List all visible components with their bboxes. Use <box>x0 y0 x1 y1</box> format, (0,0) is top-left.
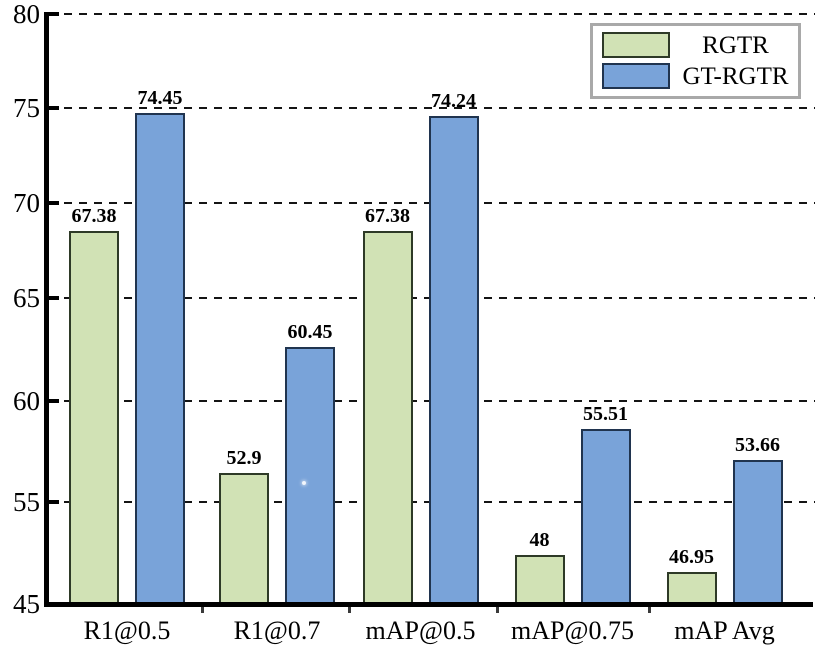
y-tick-80 <box>49 12 59 16</box>
value-label-gt-rgtr-r1-0-7: 60.45 <box>287 320 333 343</box>
x-boundary-tick-2 <box>495 607 499 613</box>
bar-rgtr-map-0-75 <box>514 554 565 607</box>
y-tick-55 <box>49 499 59 504</box>
y-tick-label-80: 80 <box>13 0 40 29</box>
bar-rgtr-r1-0-7 <box>219 472 269 607</box>
x-axis-spine <box>44 602 813 607</box>
x-boundary-tick-0 <box>201 607 204 613</box>
legend-swatch-rgtr <box>602 32 670 58</box>
y-tick-label-60: 60 <box>13 385 40 416</box>
y-tick-label-75: 75 <box>13 93 40 123</box>
bar-gt-rgtr-r1-0-7 <box>285 346 335 607</box>
legend: RGTR GT-RGTR <box>590 23 801 99</box>
legend-label-gt-rgtr: GT-RGTR <box>682 63 789 90</box>
value-label-rgtr-r1-0-7: 52.9 <box>226 446 262 469</box>
value-label-gt-rgtr-r1-0-5: 74.45 <box>137 86 183 109</box>
value-label-rgtr-map-0-5: 67.38 <box>365 204 410 227</box>
y-axis-spine <box>44 12 49 607</box>
value-label-rgtr-r1-0-5: 67.38 <box>71 204 117 227</box>
x-category-label-map-0-75: mAP@0.75 <box>511 616 634 645</box>
legend-label-rgtr: RGTR <box>702 32 769 59</box>
y-tick-60 <box>49 398 59 403</box>
legend-swatch-gt-rgtr <box>602 63 670 89</box>
legend-item-gt-rgtr: GT-RGTR <box>593 63 798 91</box>
value-label-gt-rgtr-map-avg: 53.66 <box>735 434 780 457</box>
value-label-rgtr-map-avg: 46.95 <box>669 546 714 569</box>
bar-rgtr-r1-0-5 <box>69 230 119 607</box>
value-label-rgtr-map-0-75: 48 <box>529 528 550 551</box>
x-category-label-map-0-5: mAP@0.5 <box>365 616 476 645</box>
bar-rgtr-map-avg <box>666 572 717 607</box>
value-label-gt-rgtr-map-0-5: 74.24 <box>431 90 476 113</box>
x-category-label-r1-0-5: R1@0.5 <box>83 616 171 645</box>
bar-rgtr-map-0-5 <box>362 230 413 607</box>
gridline-y80 <box>49 13 815 15</box>
x-boundary-tick-3 <box>647 607 651 613</box>
bar-gt-rgtr-map-0-5 <box>428 116 479 607</box>
y-tick-label-45: 45 <box>13 588 40 619</box>
speck-artifact <box>302 481 306 485</box>
x-category-label-r1-0-7: R1@0.7 <box>233 616 321 645</box>
y-tick-label-65: 65 <box>13 283 40 313</box>
y-tick-75 <box>49 106 59 110</box>
y-tick-label-55: 55 <box>13 486 40 517</box>
value-label-gt-rgtr-map-0-75: 55.51 <box>583 403 628 426</box>
bar-gt-rgtr-map-avg <box>732 460 783 607</box>
y-tick-70 <box>49 201 59 205</box>
legend-item-rgtr: RGTR <box>593 32 798 60</box>
bar-gt-rgtr-map-0-75 <box>580 429 631 607</box>
y-tick-label-70: 70 <box>13 188 40 218</box>
bar-gt-rgtr-r1-0-5 <box>135 112 185 607</box>
gridline-y75 <box>49 107 815 109</box>
y-tick-65 <box>49 296 59 300</box>
x-category-label-map-avg: mAP Avg <box>674 616 775 645</box>
x-boundary-tick-1 <box>347 607 351 613</box>
